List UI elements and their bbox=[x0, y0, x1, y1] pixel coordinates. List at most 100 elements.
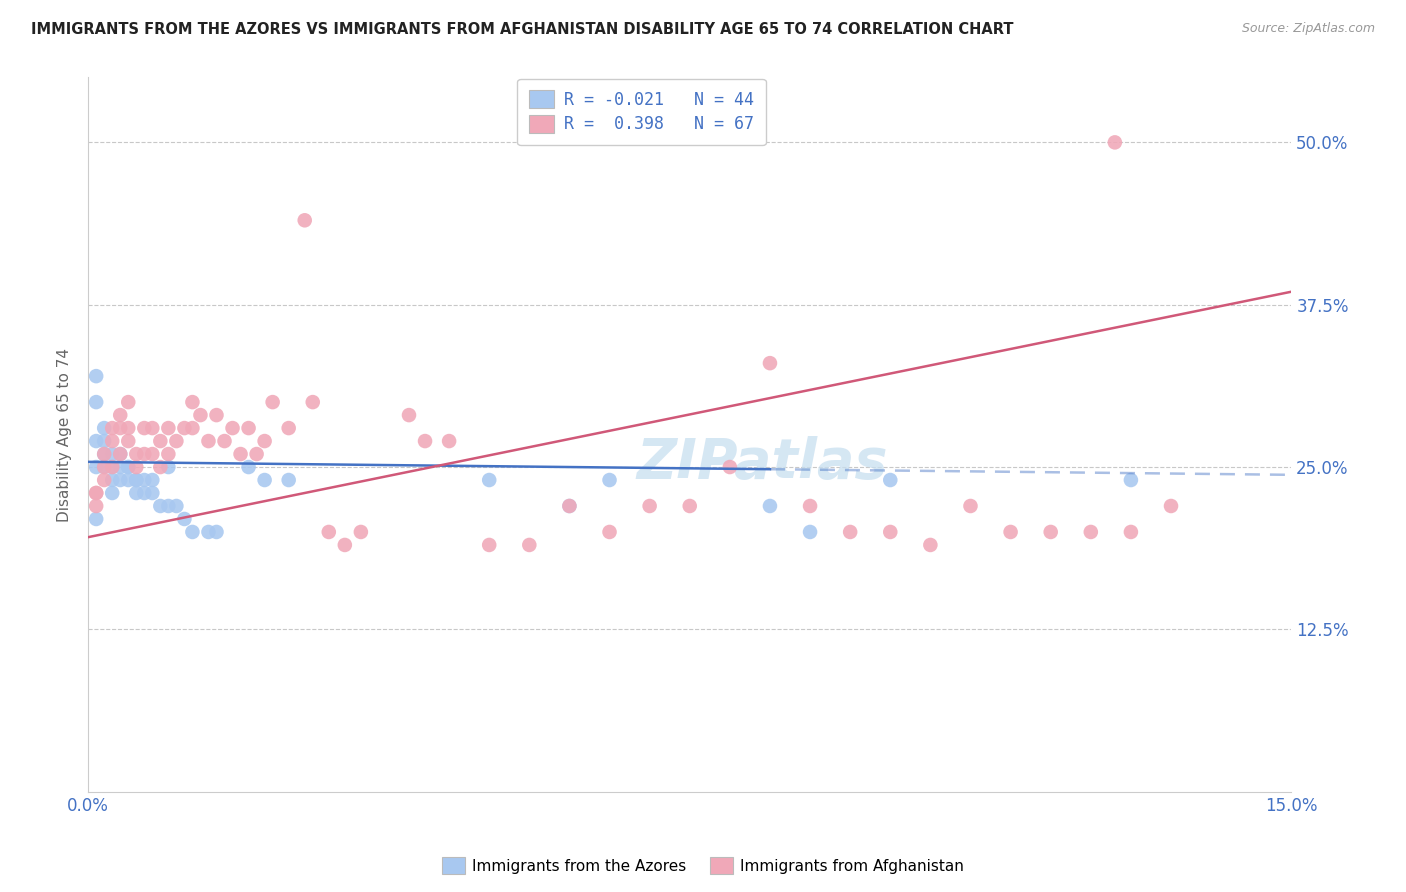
Point bbox=[959, 499, 981, 513]
Point bbox=[93, 460, 115, 475]
Point bbox=[190, 408, 212, 422]
Point bbox=[125, 460, 148, 475]
Point bbox=[277, 421, 299, 435]
Point bbox=[558, 499, 581, 513]
Point bbox=[333, 538, 356, 552]
Point bbox=[125, 473, 148, 487]
Point bbox=[117, 473, 139, 487]
Point bbox=[84, 486, 107, 500]
Point bbox=[1160, 499, 1182, 513]
Point bbox=[197, 524, 219, 539]
Point bbox=[214, 434, 236, 448]
Point bbox=[134, 421, 156, 435]
Point bbox=[478, 473, 501, 487]
Point bbox=[181, 395, 204, 409]
Point bbox=[253, 473, 276, 487]
Point bbox=[93, 447, 115, 461]
Point bbox=[157, 460, 180, 475]
Point bbox=[157, 421, 180, 435]
Point bbox=[101, 460, 124, 475]
Point bbox=[398, 408, 420, 422]
Point bbox=[149, 434, 172, 448]
Point bbox=[238, 460, 260, 475]
Point bbox=[1039, 524, 1062, 539]
Point bbox=[277, 473, 299, 487]
Point bbox=[134, 473, 156, 487]
Text: ZIPatlas: ZIPatlas bbox=[636, 436, 887, 490]
Point bbox=[718, 460, 741, 475]
Point bbox=[799, 499, 821, 513]
Point bbox=[1080, 524, 1102, 539]
Point bbox=[294, 213, 316, 227]
Point bbox=[117, 395, 139, 409]
Point bbox=[173, 421, 195, 435]
Point bbox=[110, 460, 132, 475]
Point bbox=[84, 434, 107, 448]
Point bbox=[759, 356, 782, 370]
Point bbox=[117, 434, 139, 448]
Point bbox=[920, 538, 942, 552]
Point bbox=[238, 421, 260, 435]
Point bbox=[125, 473, 148, 487]
Point bbox=[93, 447, 115, 461]
Point bbox=[759, 499, 782, 513]
Point bbox=[101, 421, 124, 435]
Point bbox=[84, 486, 107, 500]
Point bbox=[558, 499, 581, 513]
Point bbox=[173, 512, 195, 526]
Point bbox=[101, 447, 124, 461]
Point bbox=[110, 421, 132, 435]
Point bbox=[879, 473, 901, 487]
Point bbox=[599, 473, 621, 487]
Point bbox=[125, 486, 148, 500]
Point bbox=[1000, 524, 1022, 539]
Point bbox=[149, 499, 172, 513]
Point bbox=[165, 499, 187, 513]
Point bbox=[110, 408, 132, 422]
Point bbox=[149, 460, 172, 475]
Point bbox=[799, 524, 821, 539]
Point bbox=[93, 434, 115, 448]
Point bbox=[205, 524, 228, 539]
Point bbox=[301, 395, 323, 409]
Point bbox=[93, 460, 115, 475]
Point bbox=[157, 447, 180, 461]
Point bbox=[205, 408, 228, 422]
Point bbox=[229, 447, 252, 461]
Point bbox=[599, 524, 621, 539]
Point bbox=[84, 369, 107, 384]
Point bbox=[84, 499, 107, 513]
Point bbox=[141, 473, 163, 487]
Point bbox=[197, 434, 219, 448]
Point bbox=[413, 434, 436, 448]
Point bbox=[181, 524, 204, 539]
Point bbox=[350, 524, 373, 539]
Point bbox=[101, 460, 124, 475]
Text: IMMIGRANTS FROM THE AZORES VS IMMIGRANTS FROM AFGHANISTAN DISABILITY AGE 65 TO 7: IMMIGRANTS FROM THE AZORES VS IMMIGRANTS… bbox=[31, 22, 1014, 37]
Point bbox=[165, 434, 187, 448]
Point bbox=[117, 460, 139, 475]
Text: Source: ZipAtlas.com: Source: ZipAtlas.com bbox=[1241, 22, 1375, 36]
Point bbox=[93, 473, 115, 487]
Point bbox=[253, 434, 276, 448]
Point bbox=[134, 486, 156, 500]
Point bbox=[110, 447, 132, 461]
Point bbox=[141, 486, 163, 500]
Point bbox=[93, 421, 115, 435]
Point bbox=[879, 524, 901, 539]
Point bbox=[110, 473, 132, 487]
Point bbox=[679, 499, 702, 513]
Point bbox=[1119, 473, 1142, 487]
Point bbox=[517, 538, 540, 552]
Point bbox=[181, 421, 204, 435]
Point bbox=[101, 434, 124, 448]
Point bbox=[318, 524, 340, 539]
Point bbox=[101, 486, 124, 500]
Point bbox=[839, 524, 862, 539]
Point bbox=[141, 447, 163, 461]
Point bbox=[134, 447, 156, 461]
Point bbox=[221, 421, 243, 435]
Point bbox=[1119, 524, 1142, 539]
Y-axis label: Disability Age 65 to 74: Disability Age 65 to 74 bbox=[58, 348, 72, 522]
Point bbox=[125, 447, 148, 461]
